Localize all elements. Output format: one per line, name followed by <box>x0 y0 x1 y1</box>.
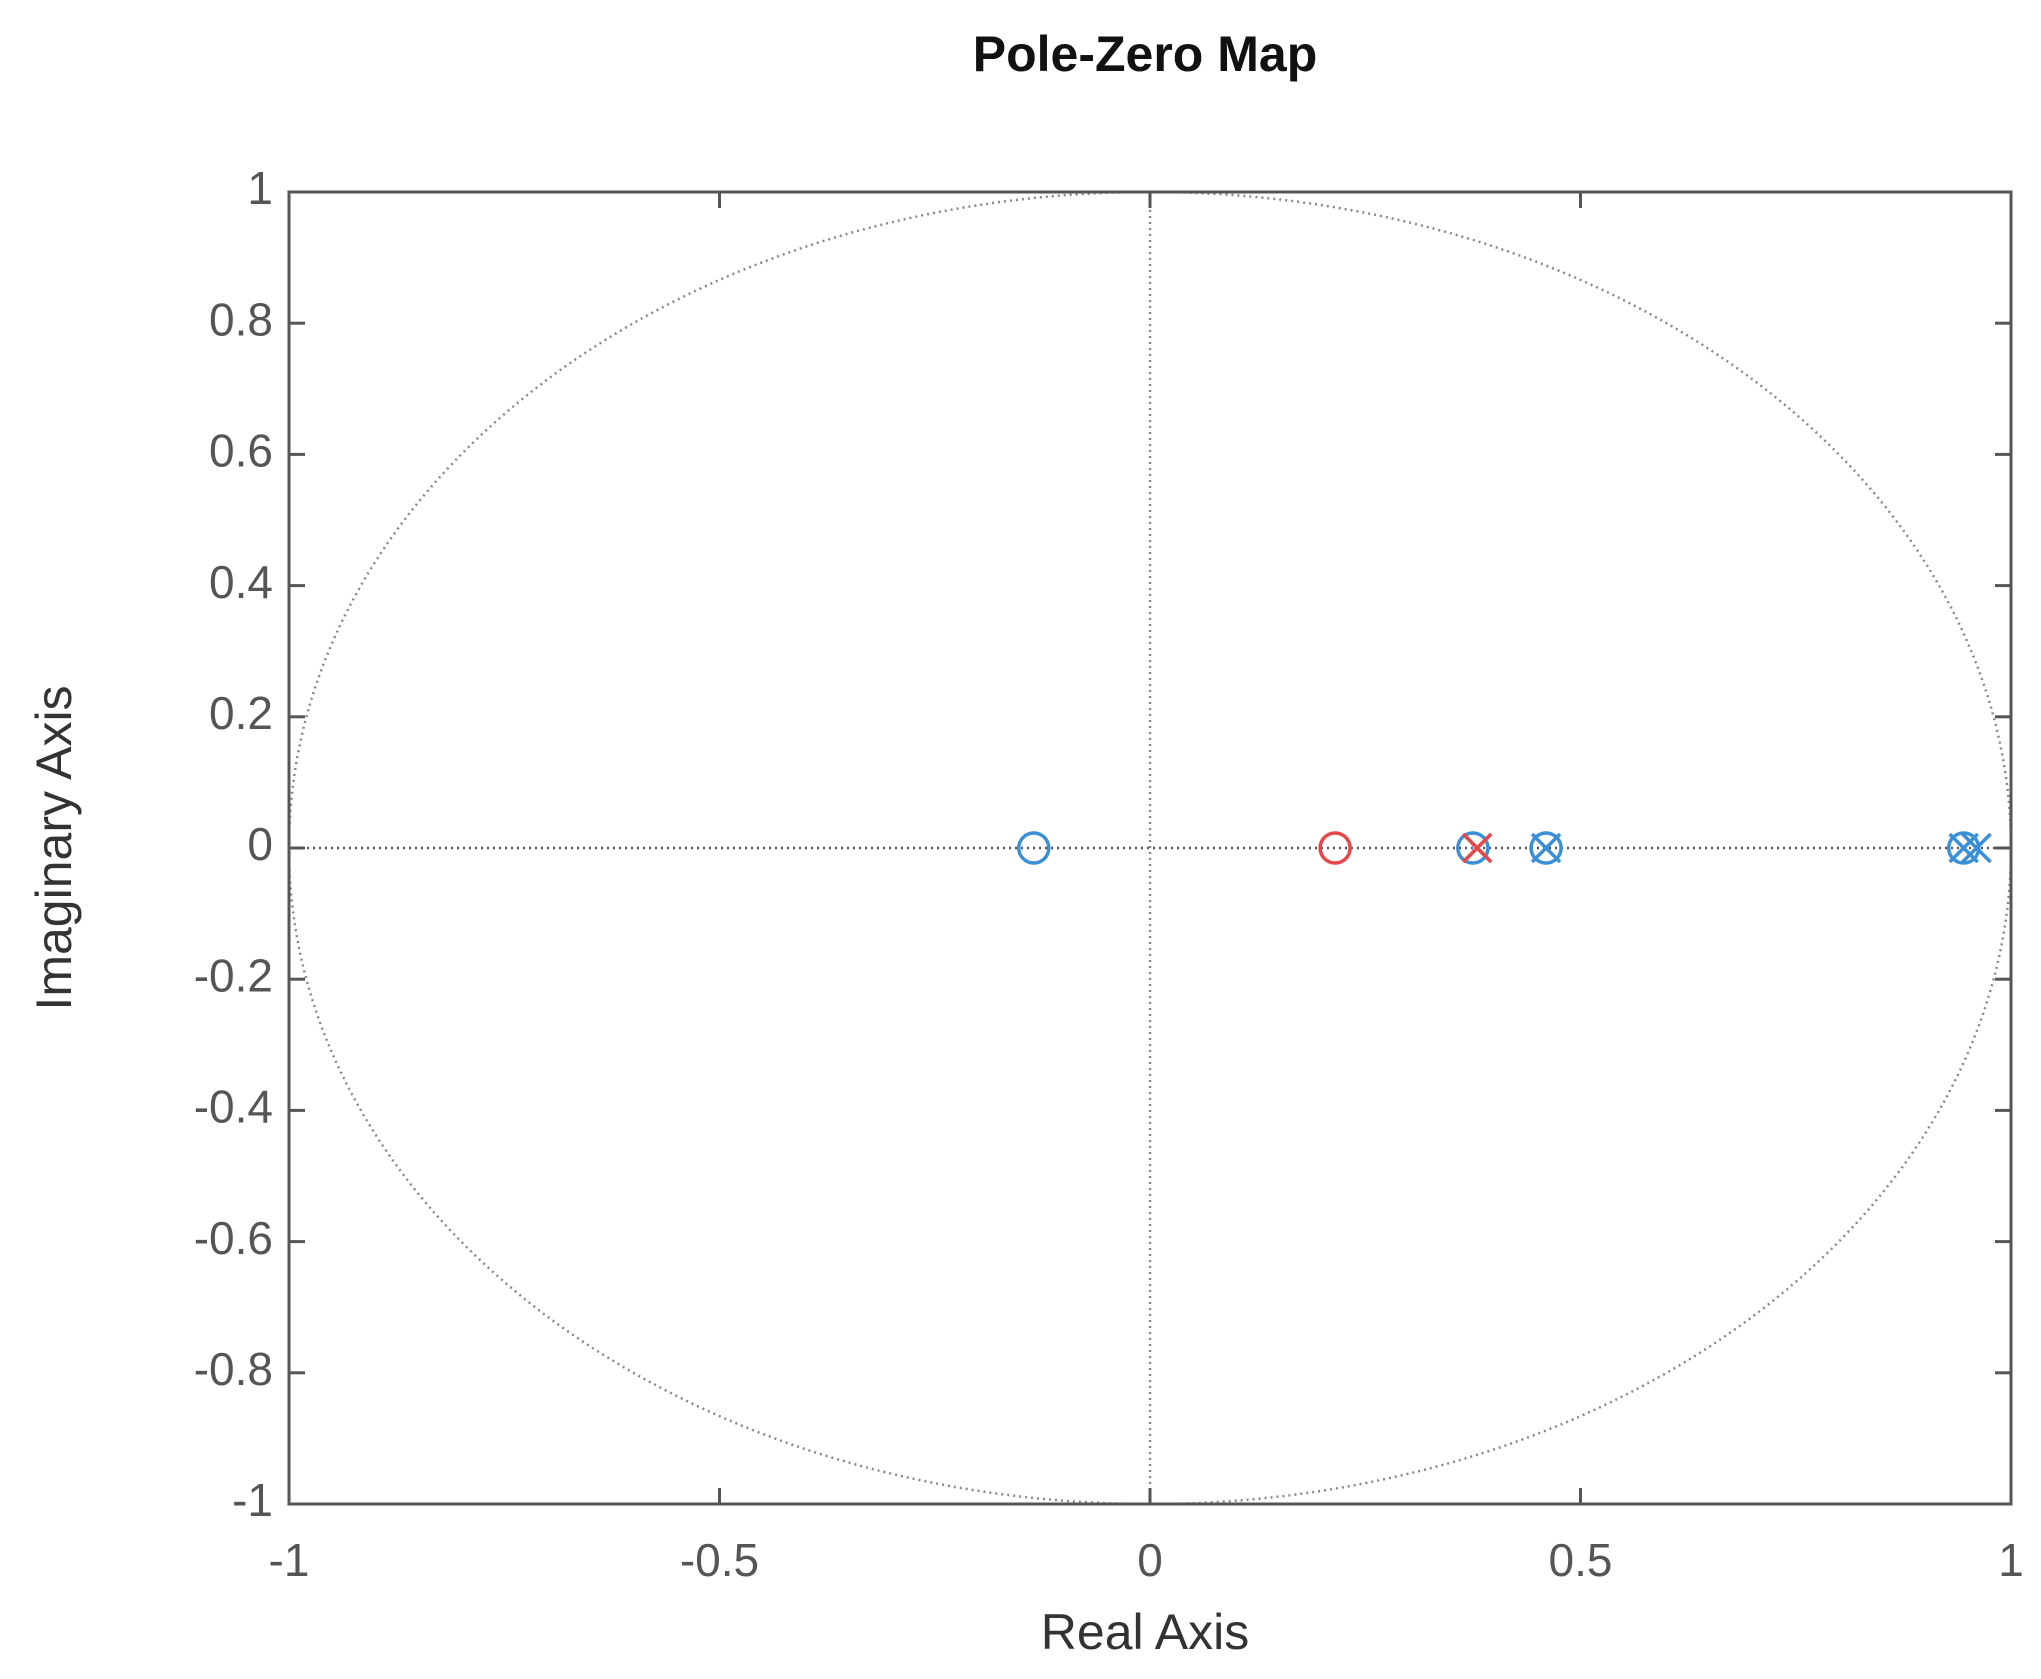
pole-marker <box>1530 832 1562 864</box>
y-tick-label: -0.2 <box>194 949 273 1001</box>
y-tick-label: 0 <box>247 818 273 870</box>
y-tick-label: -0.6 <box>194 1212 273 1264</box>
x-tick-label: -0.5 <box>680 1534 759 1586</box>
x-tick-label: 0 <box>1137 1534 1163 1586</box>
y-tick-label: 0.8 <box>209 293 273 345</box>
zero-marker <box>1456 831 1490 865</box>
y-tick-label: 0.4 <box>209 556 273 608</box>
y-tick-label: -1 <box>232 1474 273 1526</box>
chart-title: Pole-Zero Map <box>973 26 1317 82</box>
x-tick-label: 0.5 <box>1549 1534 1613 1586</box>
y-tick-label: 0.2 <box>209 687 273 739</box>
y-tick-label: 1 <box>247 162 273 214</box>
y-axis-label: Imaginary Axis <box>26 685 82 1010</box>
x-tick-label: -1 <box>269 1534 310 1586</box>
pole-marker <box>1948 832 1979 864</box>
x-axis-label: Real Axis <box>1041 1604 1249 1660</box>
zero-marker <box>1017 831 1051 865</box>
pole-marker <box>1961 832 1992 864</box>
pole-marker <box>1461 832 1493 864</box>
y-tick-label: -0.4 <box>194 1081 273 1133</box>
x-tick-label: 1 <box>1998 1534 2024 1586</box>
zero-marker <box>1529 831 1563 865</box>
y-tick-label: -0.8 <box>194 1343 273 1395</box>
zero-marker <box>1318 831 1352 865</box>
y-tick-label: 0.6 <box>209 425 273 477</box>
